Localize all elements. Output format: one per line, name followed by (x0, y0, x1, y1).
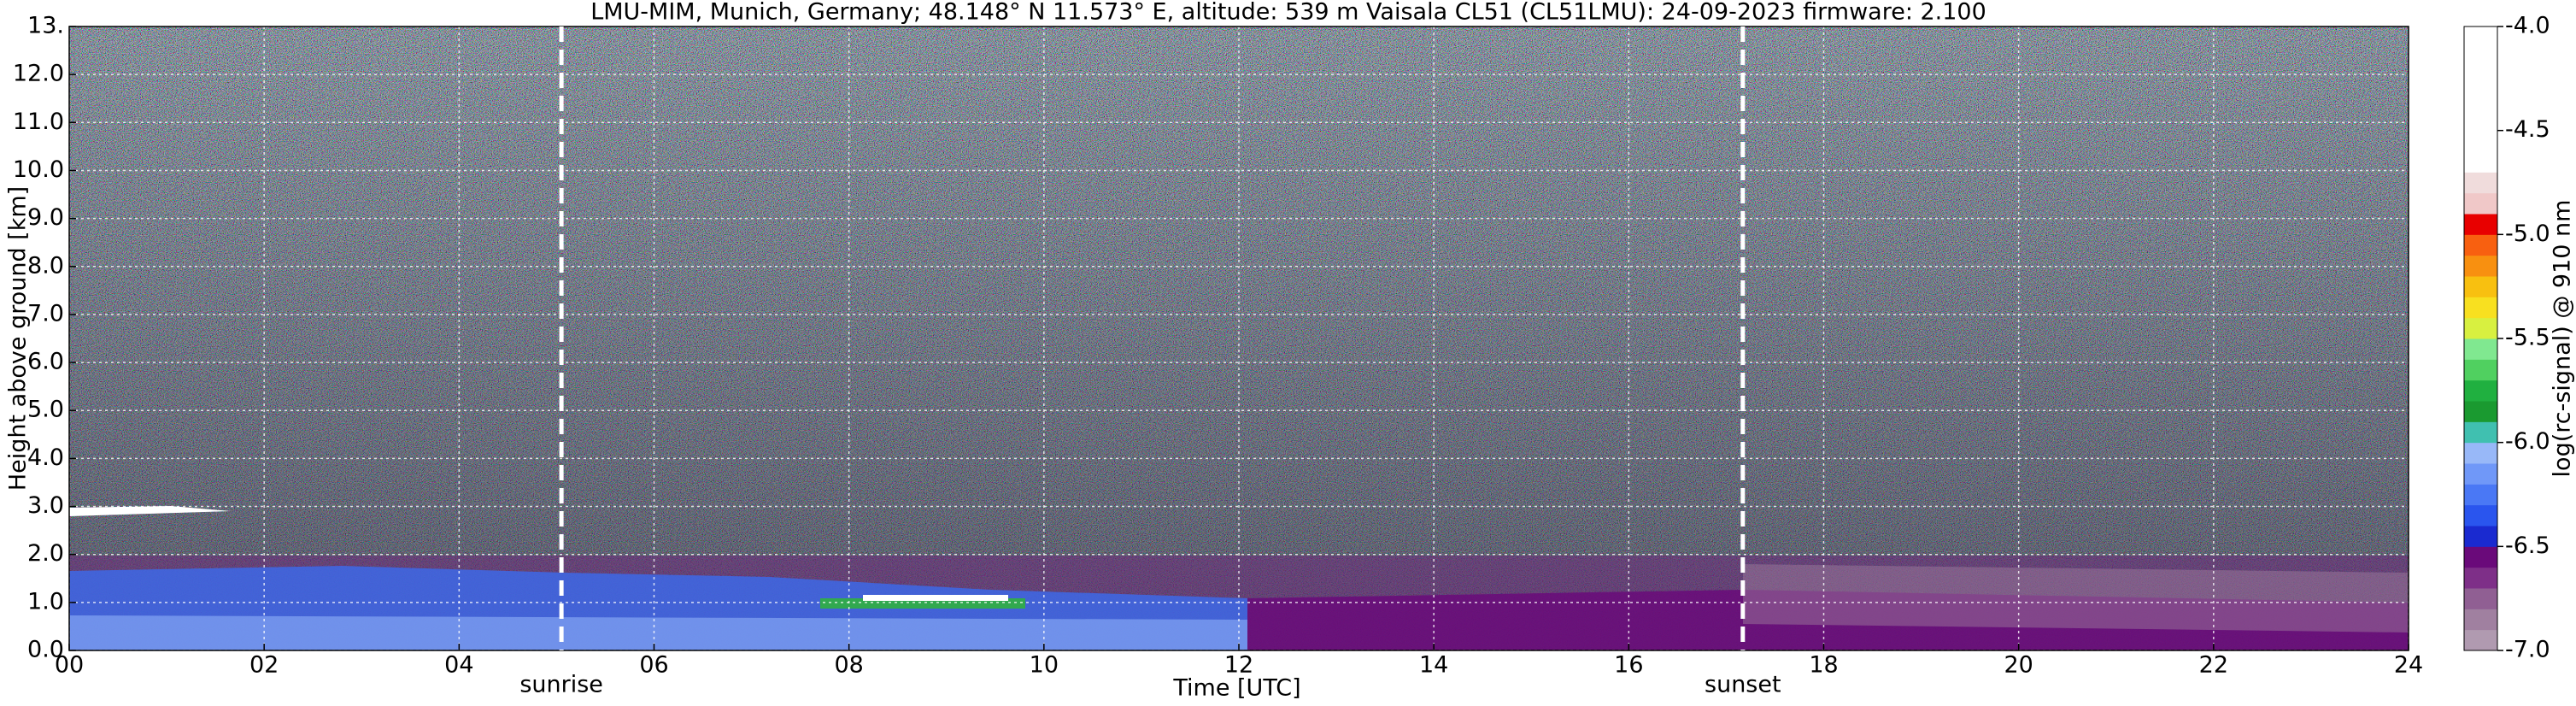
x-tick-label: 16 (1614, 652, 1643, 679)
cloud-layer (863, 595, 1008, 601)
colorbar-swatch (2464, 609, 2497, 631)
colorbar-swatch (2464, 338, 2497, 360)
boundary-layer (69, 615, 1247, 650)
y-tick-label: 11.0 (13, 109, 64, 135)
colorbar-swatch (2464, 89, 2497, 110)
y-tick-label: 0.0 (27, 637, 64, 663)
y-tick-label: 4.0 (27, 444, 64, 471)
colorbar-tick-label: -7.0 (2505, 637, 2550, 663)
colorbar-tick-label: -6.5 (2505, 532, 2550, 559)
colorbar-swatch (2464, 401, 2497, 422)
x-tick-label: 04 (444, 652, 473, 679)
plot-frame (68, 26, 2409, 651)
colorbar-swatch (2464, 130, 2497, 152)
x-tick-label: 22 (2199, 652, 2228, 679)
colorbar-swatch (2464, 109, 2497, 132)
annotation-label: sunset (1705, 672, 1781, 698)
colorbar-swatch (2464, 484, 2497, 506)
chart-title: LMU-MIM, Munich, Germany; 48.148° N 11.5… (590, 0, 1986, 26)
x-tick-label: 02 (249, 652, 279, 679)
x-tick-label: 20 (2004, 652, 2033, 679)
colorbar-swatch (2464, 172, 2497, 194)
colorbar-swatch (2464, 214, 2497, 235)
colorbar-swatch (2464, 359, 2497, 381)
colorbar-tick-label: -6.0 (2505, 428, 2550, 455)
colorbar-swatch (2464, 317, 2497, 339)
y-tick-label: 2.0 (27, 540, 64, 567)
x-tick-label: 14 (1419, 652, 1448, 679)
y-tick-label: 12.0 (13, 61, 64, 87)
colorbar-swatch (2464, 276, 2497, 297)
x-tick-label: 06 (639, 652, 668, 679)
colorbar-swatch (2464, 47, 2497, 69)
x-tick-label: 24 (2394, 652, 2423, 679)
colorbar-swatch (2464, 255, 2497, 277)
colorbar-swatch (2464, 526, 2497, 547)
y-tick-label: 13. (27, 13, 64, 39)
colorbar-swatch (2464, 421, 2497, 444)
colorbar-swatch (2464, 442, 2497, 464)
annotation-label: sunrise (519, 672, 603, 698)
y-tick-label: 3.0 (27, 492, 64, 519)
x-tick-label: 00 (55, 652, 84, 679)
colorbar-tick-label: -5.5 (2505, 325, 2550, 351)
x-tick-label: 10 (1030, 652, 1059, 679)
boundary-layer (1743, 564, 2409, 632)
x-tick-label: 12 (1224, 652, 1253, 679)
y-tick-label: 10.0 (13, 156, 64, 183)
colorbar-swatch (2464, 151, 2497, 173)
colorbar-swatch (2464, 297, 2497, 319)
x-axis-label: Time [UTC] (1172, 675, 1300, 702)
y-tick-label: 5.0 (27, 397, 64, 423)
colorbar-tick-label: -4.0 (2505, 13, 2550, 39)
x-tick-label: 18 (1809, 652, 1838, 679)
y-tick-label: 7.0 (27, 300, 64, 327)
colorbar-swatch (2464, 463, 2497, 485)
colorbar-swatch (2464, 26, 2497, 48)
x-tick-label: 08 (834, 652, 863, 679)
colorbar-swatch (2464, 234, 2497, 256)
colorbar-swatch (2464, 68, 2497, 90)
colorbar-swatch (2464, 379, 2497, 402)
colorbar-swatch (2464, 567, 2497, 589)
colorbar-label: log(rc-signal) @ 910 nm (2550, 200, 2576, 478)
colorbar-swatch (2464, 192, 2497, 215)
colorbar-tick-label: -4.5 (2505, 116, 2550, 143)
y-tick-label: 1.0 (27, 588, 64, 615)
colorbar-swatch (2464, 629, 2497, 651)
y-tick-label: 9.0 (27, 204, 64, 231)
colorbar-swatch (2464, 504, 2497, 527)
y-axis-label: Height above ground [km] (5, 186, 32, 491)
colorbar-swatch (2464, 546, 2497, 568)
cloud-layer (69, 506, 231, 516)
colorbar-tick-label: -5.0 (2505, 221, 2550, 247)
y-tick-label: 8.0 (27, 252, 64, 279)
colorbar-swatch (2464, 588, 2497, 609)
y-tick-label: 6.0 (27, 349, 64, 375)
